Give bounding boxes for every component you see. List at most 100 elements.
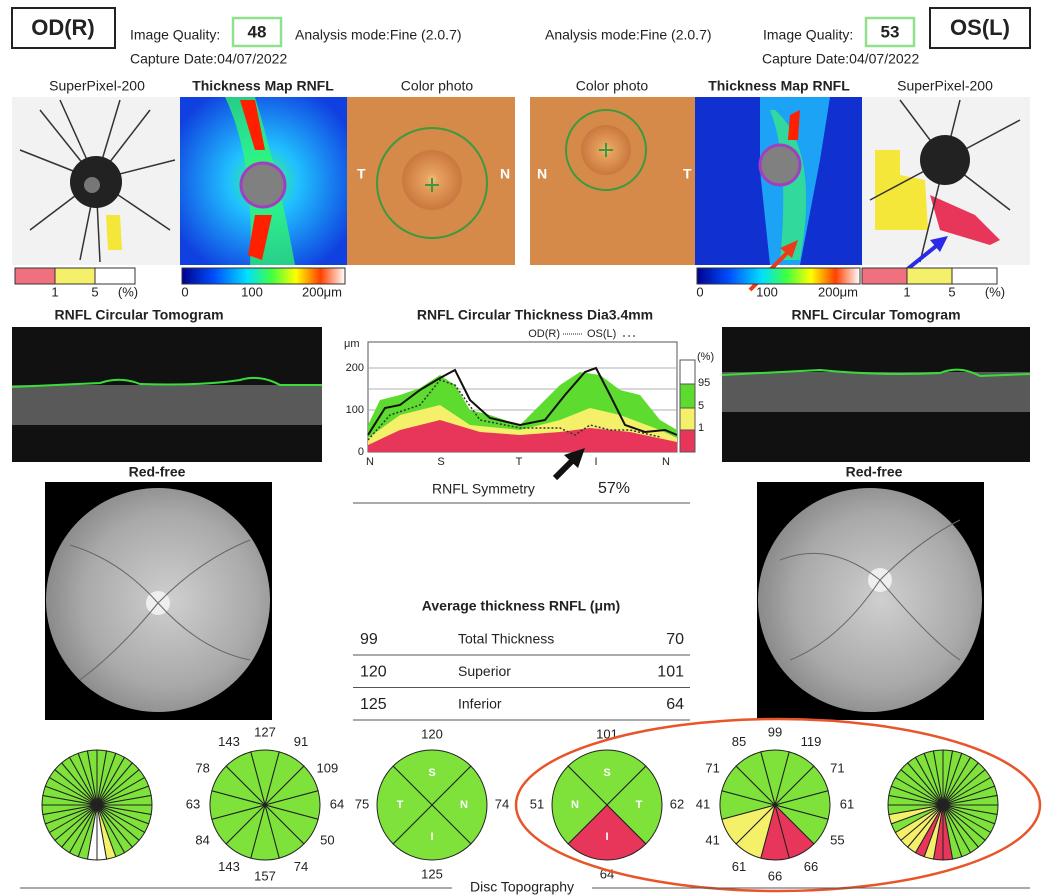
section-title: Disc Topography (470, 879, 574, 895)
quadrant-value: 120 (421, 726, 443, 741)
y-tick-label: 0 (358, 446, 364, 458)
scale-tick: 100 (756, 284, 778, 299)
percentile-legend (680, 360, 695, 452)
image-title: Red-free (129, 464, 186, 480)
quadrant-label: N (460, 799, 468, 811)
sector-value: 61 (840, 796, 854, 811)
superpixel-image (12, 97, 180, 265)
capture-date: Capture Date:04/07/2022 (130, 51, 287, 67)
quality-value: 48 (248, 22, 267, 41)
thickness-map (180, 97, 347, 265)
quadrant-value: 75 (355, 796, 369, 811)
od-value: 99 (360, 631, 378, 648)
quadrant-label: S (603, 767, 610, 779)
sector-value: 71 (830, 760, 844, 775)
color-photo (347, 97, 515, 265)
sector-value: 78 (195, 760, 209, 775)
report: OD(R) Image Quality: 48 Analysis mode:Fi… (0, 0, 1046, 895)
scale-tick: 1 (903, 284, 910, 299)
quadrant-value: 51 (530, 796, 544, 811)
legend-label: OS(L) (587, 328, 616, 340)
x-tick-label: N (662, 456, 670, 468)
scale-end: 200μm (818, 284, 858, 299)
sector-value: 41 (705, 832, 719, 847)
eye-label: OS(L) (950, 15, 1010, 40)
quadrant-value: 74 (495, 796, 509, 811)
image-title: SuperPixel-200 (897, 78, 993, 94)
superpixel-image (862, 97, 1030, 275)
red-free-image (45, 482, 272, 720)
scale-tick: 0 (696, 284, 703, 299)
red-free-image (757, 482, 984, 720)
sector-value: 91 (294, 734, 308, 749)
tomogram (12, 327, 322, 462)
x-tick-label: I (594, 456, 597, 468)
legend-label: OD(R) (528, 328, 560, 340)
quadrant-label: T (636, 799, 643, 811)
quadrant-label: N (571, 799, 579, 811)
symmetry-label: RNFL Symmetry (432, 481, 535, 497)
sector-value: 66 (804, 859, 818, 874)
percent-scale (15, 268, 135, 284)
image-title: Red-free (846, 464, 903, 480)
sector-value: 99 (768, 724, 782, 739)
thickness-scale (697, 268, 860, 284)
sector-value: 55 (830, 832, 844, 847)
od-value: 120 (360, 664, 387, 681)
quadrant-label: T (397, 799, 404, 811)
legend-unit: (%) (697, 351, 714, 363)
sector-value: 63 (186, 796, 200, 811)
row-label: Total Thickness (458, 631, 554, 647)
sector-value: 71 (705, 760, 719, 775)
side-label: T (357, 166, 366, 182)
row-label: Superior (458, 663, 511, 679)
sector-value: 64 (330, 796, 344, 811)
quadrant-label: I (430, 831, 433, 843)
color-photo (530, 97, 695, 265)
scale-tick: 1 (51, 284, 58, 299)
tomogram-title: RNFL Circular Tomogram (791, 307, 960, 323)
sector-value: 85 (732, 734, 746, 749)
row-label: Inferior (458, 696, 502, 712)
sector-value: 127 (254, 724, 276, 739)
image-title: Thickness Map RNFL (708, 78, 850, 94)
scale-tick: 100 (241, 284, 263, 299)
quadrant-label: I (605, 831, 608, 843)
sector-value: 74 (294, 859, 308, 874)
sector-value: 66 (768, 868, 782, 883)
y-tick-label: 100 (346, 404, 364, 416)
scale-unit: (%) (985, 284, 1005, 299)
sector-value: 119 (801, 734, 822, 749)
x-tick-label: N (366, 456, 374, 468)
scale-end: 200μm (302, 284, 342, 299)
sector-value: 143 (218, 734, 240, 749)
tomogram-title: RNFL Circular Tomogram (54, 307, 223, 323)
thickness-scale (182, 268, 345, 284)
analysis-mode: Analysis mode:Fine (2.0.7) (545, 27, 712, 43)
average-table: 99 Total Thickness 70 120 Superior 101 125 Infe… (353, 631, 690, 720)
percent-scale (862, 268, 997, 284)
legend-level: 1 (698, 422, 704, 434)
image-title: Color photo (576, 78, 649, 94)
od-value: 125 (360, 696, 387, 713)
scale-unit: (%) (118, 284, 138, 299)
y-tick-label: 200 (346, 362, 364, 374)
os-value: 64 (666, 696, 684, 713)
sector-value: 157 (254, 868, 276, 883)
os-value: 70 (666, 631, 684, 648)
image-title: Thickness Map RNFL (192, 78, 334, 94)
axis-unit: μm (344, 338, 360, 350)
os-value: 101 (657, 664, 684, 681)
sector-value: 61 (732, 859, 746, 874)
symmetry-value: 57% (598, 480, 630, 497)
quadrant-value: 62 (670, 796, 684, 811)
sector-value: 84 (195, 832, 209, 847)
image-title: Color photo (401, 78, 474, 94)
quality-value: 53 (881, 22, 900, 41)
analysis-mode: Analysis mode:Fine (2.0.7) (295, 27, 462, 43)
sector-value: 50 (320, 832, 334, 847)
sector-value: 109 (317, 760, 339, 775)
table-title: Average thickness RNFL (μm) (422, 598, 620, 614)
legend-level: 5 (698, 400, 704, 412)
